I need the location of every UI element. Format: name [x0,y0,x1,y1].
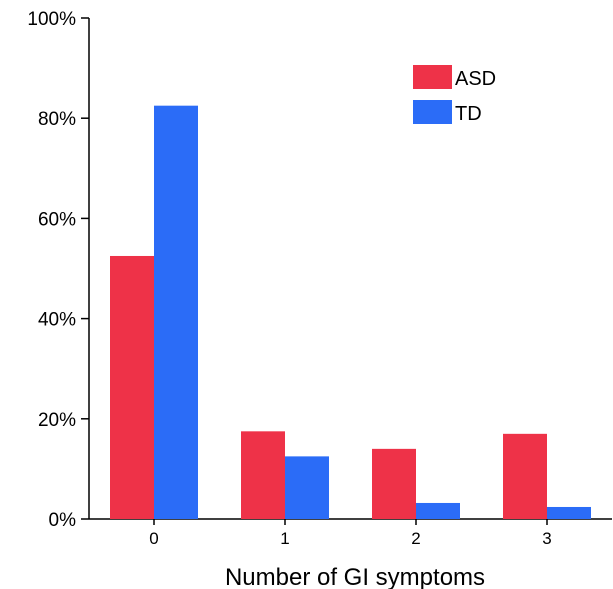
y-tick-label: 100% [27,9,76,30]
legend-label-asd: ASD [455,68,496,90]
bar-td-1 [285,456,329,519]
legend-swatch-td [413,100,452,124]
bar-td-3 [547,506,591,519]
bar-asd-0 [110,255,154,519]
bar-asd-1 [241,431,285,519]
bars-group [110,105,591,520]
x-tick-label: 1 [280,529,289,548]
y-tick-label: 60% [38,209,76,230]
legend: ASD TD [413,65,496,125]
x-tick-label: 2 [411,529,420,548]
bar-asd-2 [372,448,416,519]
y-tick-label: 20% [38,410,76,431]
bar-td-2 [416,502,460,519]
y-tick-label: 40% [38,310,76,331]
y-ticks-group: 0% 20% 40% 60% 80% 100% [27,9,89,531]
y-tick-label: 0% [49,510,77,531]
x-axis-title: Number of GI symptoms [225,564,485,589]
bar-td-0 [154,105,198,520]
x-ticks-group: 0 1 2 3 [149,519,552,548]
legend-label-td: TD [455,103,482,125]
legend-swatch-asd [413,65,452,89]
bar-asd-3 [503,433,547,519]
y-tick-label: 80% [38,109,76,130]
x-tick-label: 0 [149,529,158,548]
x-tick-label: 3 [542,529,551,548]
